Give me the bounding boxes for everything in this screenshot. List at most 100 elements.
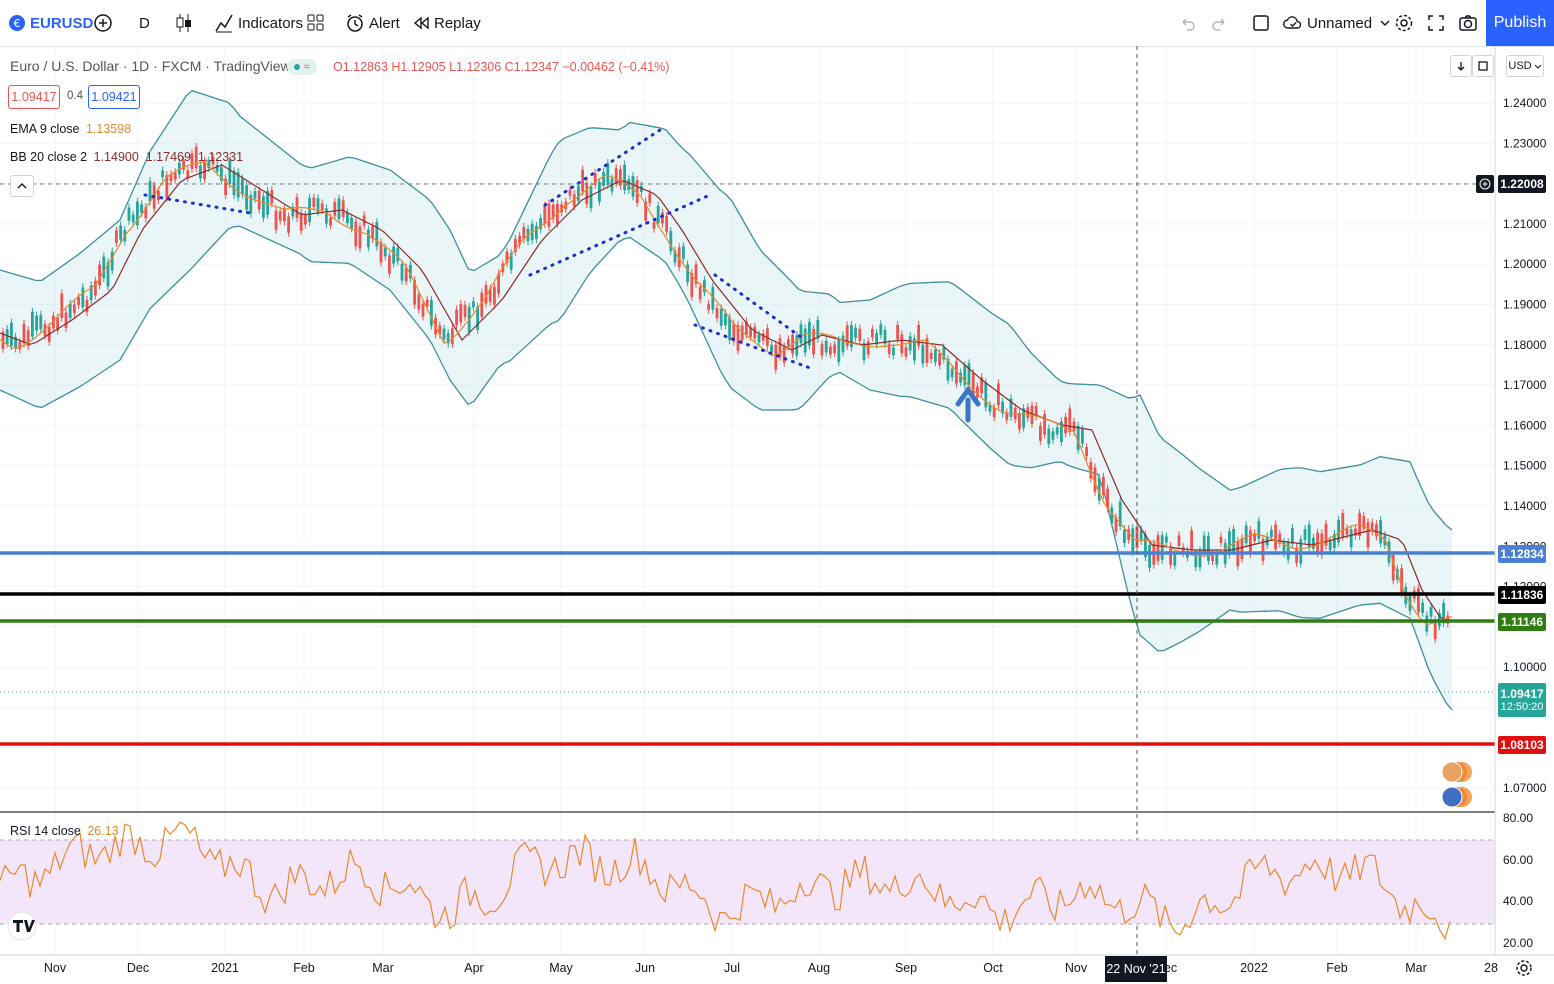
cloud-check-icon: [1283, 16, 1302, 29]
time-tick: Aug: [808, 961, 830, 975]
candle-body: [1097, 477, 1101, 501]
ema-legend[interactable]: EMA 9 close 1.13598: [10, 122, 131, 136]
candle-body: [535, 225, 538, 239]
candle-body: [1345, 528, 1349, 535]
time-axis[interactable]: Nov Dec 2021 Feb Mar Apr May Jun Jul Aug Sep Oct Nov…: [44, 961, 1498, 975]
candle-body: [110, 251, 114, 271]
candle-body: [1316, 532, 1319, 554]
candle-body: [850, 324, 853, 348]
economic-events-icon[interactable]: [1441, 761, 1472, 808]
candle-body: [547, 203, 551, 227]
redo-button[interactable]: [1210, 0, 1228, 46]
dotted-trendline[interactable]: [713, 273, 807, 342]
candle-body: [119, 225, 122, 240]
indicators-button[interactable]: Indicators: [214, 0, 303, 46]
publish-button[interactable]: Publish: [1486, 0, 1554, 46]
sell-button[interactable]: 1.09417: [8, 85, 60, 109]
candle-body: [31, 311, 34, 337]
candle-body: [1139, 529, 1143, 541]
bollinger-basis-line: [0, 164, 1452, 621]
interval-button[interactable]: D: [139, 0, 150, 46]
fullscreen-layout-button[interactable]: [1252, 0, 1270, 46]
dotted-trendline[interactable]: [143, 193, 252, 215]
bollinger-upper-line: [0, 89, 1453, 531]
undo-button[interactable]: [1179, 0, 1197, 46]
trendline-drawings[interactable]: [143, 128, 812, 370]
scroll-down-button[interactable]: [1450, 55, 1472, 77]
time-tick: Sep: [895, 961, 917, 975]
price-tick: 1.21000: [1503, 217, 1547, 231]
candle-body: [1076, 425, 1080, 450]
arrow-down-icon: [1457, 62, 1465, 71]
candle-body: [518, 235, 521, 245]
candle-body: [22, 323, 26, 344]
candle-body: [925, 338, 929, 363]
candle-body: [1358, 513, 1361, 536]
candle-body: [812, 328, 815, 355]
templates-button[interactable]: [306, 0, 326, 46]
candle-body: [81, 287, 85, 308]
layout-menu[interactable]: Unnamed: [1283, 0, 1392, 46]
horizontal-levels[interactable]: [0, 551, 1495, 746]
candle-body: [325, 208, 328, 224]
rsi-axis[interactable]: 80.00 60.00 40.00 20.00: [1503, 811, 1533, 950]
candle-body: [60, 293, 64, 318]
settings-button[interactable]: [1394, 0, 1414, 46]
candle-body: [577, 185, 580, 201]
candle-body: [476, 306, 479, 330]
rsi-tick: 60.00: [1503, 853, 1533, 867]
candle-body: [698, 286, 702, 300]
candle-body: [778, 338, 782, 357]
candle-body: [837, 339, 841, 363]
candle-body: [1291, 528, 1294, 544]
indicators-label: Indicators: [238, 14, 304, 32]
candle-body: [745, 321, 748, 335]
collapse-legend-button[interactable]: [10, 175, 34, 197]
candle-body: [1211, 554, 1214, 562]
level-price-label: 1.11836: [1498, 586, 1546, 604]
bb-legend[interactable]: BB 20 close 2 1.14900 1.17469 1.12331: [10, 150, 243, 164]
candle-body: [228, 160, 232, 185]
time-tick: Nov: [1065, 961, 1088, 975]
maximize-pane-button[interactable]: [1472, 55, 1494, 77]
candle-body: [1173, 554, 1177, 566]
dotted-trendline[interactable]: [543, 128, 662, 207]
rsi-tick: 20.00: [1503, 936, 1533, 950]
candle-body: [917, 325, 920, 346]
candle-body: [946, 358, 950, 381]
candle-body: [354, 221, 358, 247]
layout-name: Unnamed: [1307, 14, 1373, 32]
alert-button[interactable]: Alert: [345, 0, 400, 46]
candle-body: [1379, 520, 1382, 544]
candle-body: [602, 171, 605, 186]
dotted-trendline[interactable]: [528, 193, 712, 277]
market-status[interactable]: ≈: [287, 59, 317, 75]
replay-label: Replay: [434, 14, 481, 32]
chart-type-button[interactable]: [174, 0, 194, 46]
candle-body: [887, 343, 891, 354]
add-alert-plus-button[interactable]: [1476, 175, 1494, 193]
candle-body: [1307, 524, 1311, 549]
candle-body: [1181, 547, 1185, 554]
candle-body: [400, 264, 404, 281]
fullscreen-button[interactable]: [1427, 0, 1445, 46]
level-price-label: 1.11146: [1498, 613, 1546, 631]
currency-select[interactable]: USD: [1506, 55, 1544, 77]
chart-canvas[interactable]: 1.240001.230001.220001.210001.200001.190…: [0, 46, 1554, 984]
symbol-search[interactable]: € EURUSD: [8, 0, 93, 46]
rsi-label: RSI 14 close: [10, 824, 81, 838]
candle-body: [417, 294, 421, 310]
candle-body: [719, 308, 723, 326]
arrow-up-icon[interactable]: [955, 385, 981, 423]
replay-button[interactable]: Replay: [412, 0, 481, 46]
rsi-legend[interactable]: RSI 14 close 26.13: [10, 824, 119, 838]
buy-button[interactable]: 1.09421: [88, 85, 140, 109]
compare-button[interactable]: [93, 0, 113, 46]
snapshot-button[interactable]: [1458, 0, 1478, 46]
candle-body: [1068, 408, 1072, 433]
camera-icon: [1459, 15, 1477, 31]
candle-body: [753, 326, 757, 339]
candle-body: [329, 217, 332, 226]
bar-countdown: 12:50:20: [1500, 701, 1544, 713]
gear-icon[interactable]: [1516, 960, 1532, 976]
